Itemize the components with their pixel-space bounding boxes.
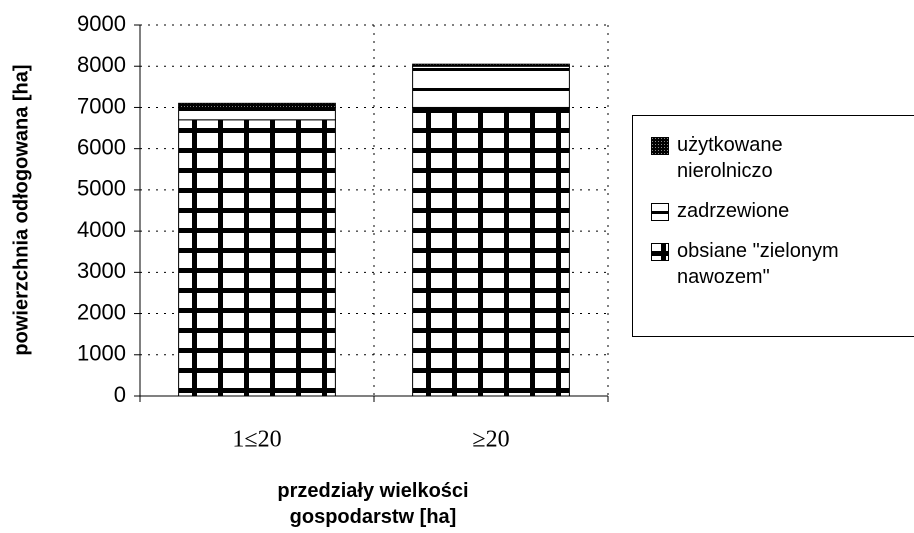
bar-segment (178, 106, 336, 121)
bar-segment (412, 65, 570, 108)
x-tick-label: ≥20 (472, 427, 509, 453)
y-tick-label: 0 (114, 382, 126, 407)
legend-swatch (651, 137, 669, 155)
legend-swatch-rect (651, 203, 669, 221)
legend-item: obsiane "zielonym nawozem" (651, 238, 914, 290)
y-tick-label: 6000 (77, 134, 126, 159)
y-tick-label: 1000 (77, 341, 126, 366)
y-tick-label: 3000 (77, 258, 126, 283)
legend-swatch-rect (651, 137, 669, 155)
legend-swatch (651, 243, 669, 261)
bar-segment (178, 119, 336, 397)
y-tick-label: 7000 (77, 93, 126, 118)
legend-label: użytkowane nierolniczo (677, 134, 783, 182)
y-tick-label: 5000 (77, 176, 126, 201)
bar-segment (412, 63, 570, 67)
x-tick-label: 1≤20 (232, 427, 281, 453)
x-axis-title: przedziały wielkości gospodarstw [ha] (277, 480, 469, 528)
y-tick-label: 9000 (77, 11, 126, 36)
bar-segment (178, 102, 336, 108)
y-tick-label: 2000 (77, 299, 126, 324)
legend-swatch (651, 203, 669, 221)
legend-label: zadrzewione (677, 200, 790, 222)
legend: użytkowane nierolniczo zadrzewione obsiane… (632, 115, 914, 337)
legend-item: zadrzewione (651, 198, 914, 224)
legend-label: obsiane "zielonym nawozem" (677, 240, 839, 288)
legend-swatch-rect (651, 243, 669, 261)
y-tick-label: 8000 (77, 52, 126, 77)
y-axis-title: powierzchnia odłogowana [ha] (10, 64, 32, 355)
y-tick-label: 4000 (77, 217, 126, 242)
legend-item: użytkowane nierolniczo (651, 132, 914, 184)
bar-segment (412, 106, 570, 397)
